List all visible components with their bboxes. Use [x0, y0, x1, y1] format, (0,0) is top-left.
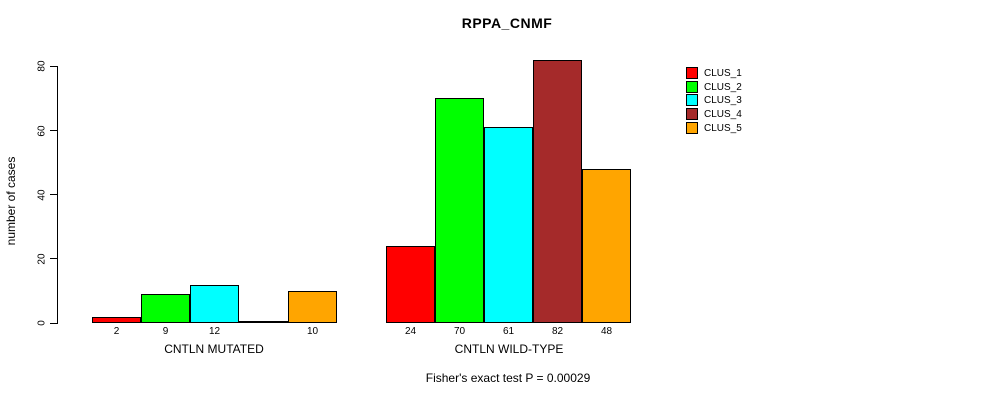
bar-value-label-clus_4-group2: 82: [551, 326, 564, 337]
y-tick-mark-20: [50, 258, 57, 260]
bar-clus_2-group1: [141, 294, 190, 323]
legend-item-clus_3: CLUS_3: [686, 94, 742, 106]
legend-item-clus_1: CLUS_1: [686, 67, 742, 79]
bar-value-label-clus_1-group1: 2: [113, 326, 120, 337]
bar-value-label-clus_3-group2: 61: [502, 326, 515, 337]
bar-clus_5-group2: [582, 169, 631, 323]
legend-swatch-clus_3: [686, 94, 698, 106]
legend-swatch-clus_2: [686, 81, 698, 93]
legend-label-clus_1: CLUS_1: [704, 67, 742, 79]
bar-value-label-clus_2-group2: 70: [453, 326, 466, 337]
y-axis-label: number of cases: [4, 156, 18, 246]
chart-title: RPPA_CNMF: [461, 15, 553, 31]
fisher-test-annotation: Fisher's exact test P = 0.00029: [425, 371, 591, 385]
bar-clus_1-group1: [92, 317, 141, 323]
legend-label-clus_4: CLUS_4: [704, 108, 742, 120]
bar-value-label-clus_5-group2: 48: [600, 326, 613, 337]
y-tick-mark-40: [50, 194, 57, 196]
legend-item-clus_5: CLUS_5: [686, 122, 742, 134]
y-tick-label-60: 60: [36, 124, 48, 137]
bar-clus_1-group2: [386, 246, 435, 323]
y-tick-label-20: 20: [36, 253, 48, 265]
bar-clus_3-group1: [190, 285, 239, 323]
legend-swatch-clus_5: [686, 122, 698, 134]
legend-item-clus_2: CLUS_2: [686, 81, 742, 93]
bar-clus_4-group1: [239, 321, 288, 323]
legend-swatch-clus_1: [686, 67, 698, 79]
legend-swatch-clus_4: [686, 108, 698, 120]
bar-clus_2-group2: [435, 98, 484, 323]
bar-value-label-clus_3-group1: 12: [208, 326, 221, 337]
y-tick-label-0: 0: [36, 320, 48, 326]
y-tick-mark-80: [50, 65, 57, 67]
y-tick-mark-0: [50, 322, 57, 324]
bar-value-label-clus_5-group1: 10: [306, 326, 319, 337]
bar-value-label-clus_2-group1: 9: [162, 326, 169, 337]
legend-item-clus_4: CLUS_4: [686, 108, 742, 120]
bar-clus_5-group1: [288, 291, 337, 323]
legend-label-clus_5: CLUS_5: [704, 122, 742, 134]
y-tick-label-80: 80: [36, 60, 48, 72]
legend-label-clus_2: CLUS_2: [704, 81, 742, 93]
x-group-label-wildtype: CNTLN WILD-TYPE: [454, 342, 564, 356]
bar-clus_4-group2: [533, 60, 582, 323]
y-tick-label-40: 40: [36, 189, 48, 201]
x-group-label-mutated: CNTLN MUTATED: [164, 342, 264, 356]
legend-label-clus_3: CLUS_3: [704, 94, 742, 106]
bar-value-label-clus_1-group2: 24: [404, 326, 417, 337]
y-axis-line: [57, 66, 58, 324]
bar-clus_3-group2: [484, 127, 533, 323]
y-tick-mark-60: [50, 130, 57, 132]
